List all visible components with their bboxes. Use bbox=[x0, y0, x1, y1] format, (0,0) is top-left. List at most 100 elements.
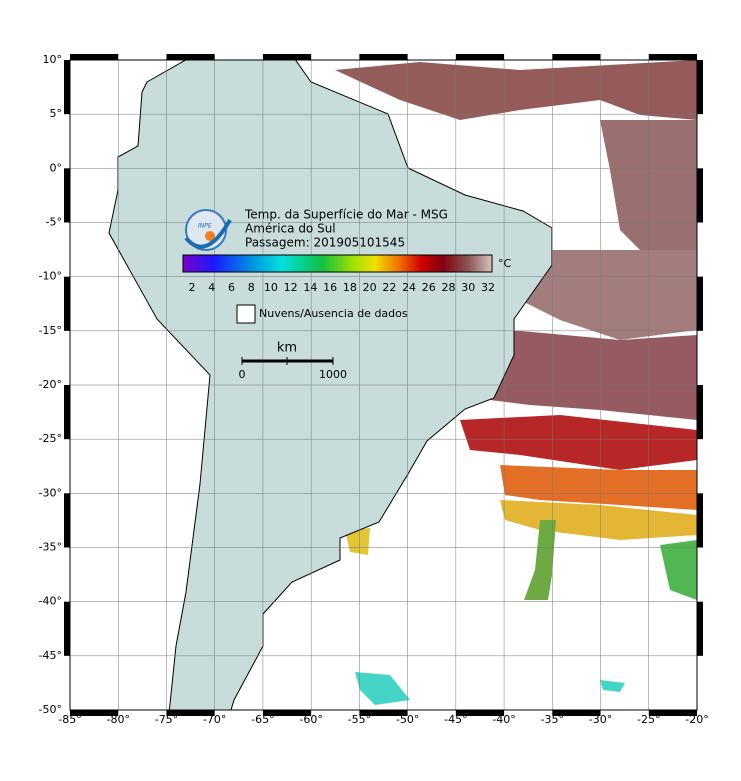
colorbar-tick-label: 22 bbox=[382, 281, 396, 294]
lon-tick-label: -20° bbox=[685, 713, 708, 726]
colorbar-tick-label: 32 bbox=[481, 281, 495, 294]
title-line: Temp. da Superfície do Mar - MSG bbox=[244, 208, 448, 222]
lon-tick-label: -40° bbox=[492, 713, 515, 726]
lon-tick-label: -70° bbox=[203, 713, 226, 726]
lon-tick-label: -35° bbox=[541, 713, 564, 726]
border-segment bbox=[70, 54, 119, 60]
sst-patch bbox=[335, 60, 697, 120]
title-line: Passagem: 201905101545 bbox=[245, 236, 405, 250]
border-segment bbox=[166, 710, 215, 716]
missing-label: Nuvens/Ausencia de dados bbox=[259, 307, 408, 320]
lat-tick-label: -20° bbox=[39, 378, 62, 391]
lat-tick-label: 0° bbox=[50, 161, 63, 174]
colorbar-tick-label: 2 bbox=[189, 281, 196, 294]
sst-patch bbox=[500, 465, 697, 510]
lat-tick-label: -15° bbox=[39, 324, 62, 337]
colorbar-unit: °C bbox=[498, 257, 512, 270]
colorbar-tick-label: 8 bbox=[248, 281, 255, 294]
lat-tick-label: -30° bbox=[39, 486, 62, 499]
border-segment bbox=[359, 710, 408, 716]
colorbar-tick-label: 26 bbox=[422, 281, 436, 294]
missing-swatch bbox=[236, 304, 256, 324]
border-segment bbox=[697, 60, 703, 115]
colorbar-tick-label: 12 bbox=[284, 281, 298, 294]
title-line: América do Sul bbox=[245, 222, 336, 236]
lat-tick-label: -50° bbox=[39, 703, 62, 716]
border-segment bbox=[455, 54, 505, 60]
border-segment bbox=[70, 710, 119, 716]
logo-arc bbox=[184, 219, 232, 249]
sst-patches bbox=[335, 60, 697, 705]
colorbar bbox=[182, 254, 493, 273]
sst-patch bbox=[520, 250, 697, 340]
colorbar-tick-label: 16 bbox=[323, 281, 337, 294]
lon-tick-label: -80° bbox=[106, 713, 129, 726]
border-segment bbox=[648, 54, 697, 60]
border-segment bbox=[262, 54, 312, 60]
colorbar-tick-label: 14 bbox=[303, 281, 317, 294]
border-segment bbox=[697, 493, 703, 548]
lat-tick-label: -25° bbox=[39, 432, 62, 445]
border-segment bbox=[697, 385, 703, 440]
legend: INPE Temp. da Superfície do Mar - MSG Am… bbox=[182, 208, 512, 381]
colorbar-tick-label: 6 bbox=[228, 281, 235, 294]
border-segment bbox=[64, 168, 70, 223]
border-segment bbox=[64, 276, 70, 331]
colorbar-tick-label: 10 bbox=[264, 281, 278, 294]
colorbar-tick-label: 28 bbox=[442, 281, 456, 294]
lat-tick-label: -35° bbox=[39, 541, 62, 554]
border-segment bbox=[697, 601, 703, 656]
frame-border bbox=[64, 54, 703, 716]
lon-tick-label: -85° bbox=[58, 713, 81, 726]
logo-dot bbox=[205, 231, 215, 241]
lon-tick-label: -55° bbox=[348, 713, 371, 726]
border-segment bbox=[64, 60, 70, 115]
sst-patch bbox=[600, 680, 625, 692]
border-segment bbox=[552, 54, 601, 60]
lat-tick-label: -5° bbox=[46, 216, 62, 229]
colorbar-tick-label: 4 bbox=[208, 281, 215, 294]
colorbar-tick-label: 30 bbox=[461, 281, 475, 294]
lat-tick-label: 5° bbox=[50, 107, 63, 120]
colorbar-tick-label: 20 bbox=[363, 281, 377, 294]
lat-tick-label: -40° bbox=[39, 595, 62, 608]
sst-patch bbox=[524, 520, 556, 600]
sst-patch bbox=[460, 415, 697, 470]
border-segment bbox=[64, 601, 70, 656]
sst-patch bbox=[345, 528, 370, 555]
border-segment bbox=[552, 710, 601, 716]
lon-tick-label: -50° bbox=[396, 713, 419, 726]
colorbar-ticks: 2 4 6 8 10 12 14 16 18 20 22 24 26 28 30 32 bbox=[189, 281, 496, 294]
sst-patch bbox=[490, 330, 697, 420]
lon-tick-label: -75° bbox=[155, 713, 178, 726]
logo-text: INPE bbox=[198, 223, 212, 230]
lat-tick-label: -45° bbox=[39, 649, 62, 662]
sst-patch bbox=[355, 672, 410, 705]
border-segment bbox=[359, 54, 408, 60]
border-segment bbox=[648, 710, 697, 716]
border-segment bbox=[697, 276, 703, 331]
border-segment bbox=[166, 54, 215, 60]
lon-tick-label: -45° bbox=[444, 713, 467, 726]
border-segment bbox=[455, 710, 505, 716]
colorbar-tick-label: 18 bbox=[343, 281, 357, 294]
border-segment bbox=[697, 168, 703, 223]
grid bbox=[70, 60, 697, 710]
sst-patch bbox=[660, 540, 697, 600]
colorbar-tick-label: 24 bbox=[402, 281, 416, 294]
lon-tick-label: -30° bbox=[589, 713, 612, 726]
border-segment bbox=[262, 710, 312, 716]
lat-tick-label: -10° bbox=[39, 270, 62, 283]
lon-tick-label: -60° bbox=[299, 713, 322, 726]
border-segment bbox=[64, 385, 70, 440]
map-area bbox=[70, 60, 697, 710]
sst-patch bbox=[600, 120, 697, 260]
scale-unit: km bbox=[277, 341, 297, 356]
scale-label: 0 bbox=[239, 368, 246, 381]
lon-tick-label: -65° bbox=[251, 713, 274, 726]
scale-label: 1000 bbox=[319, 368, 347, 381]
lon-tick-label: -25° bbox=[637, 713, 660, 726]
border-segment bbox=[64, 493, 70, 548]
lat-tick-label: 10° bbox=[43, 53, 63, 66]
